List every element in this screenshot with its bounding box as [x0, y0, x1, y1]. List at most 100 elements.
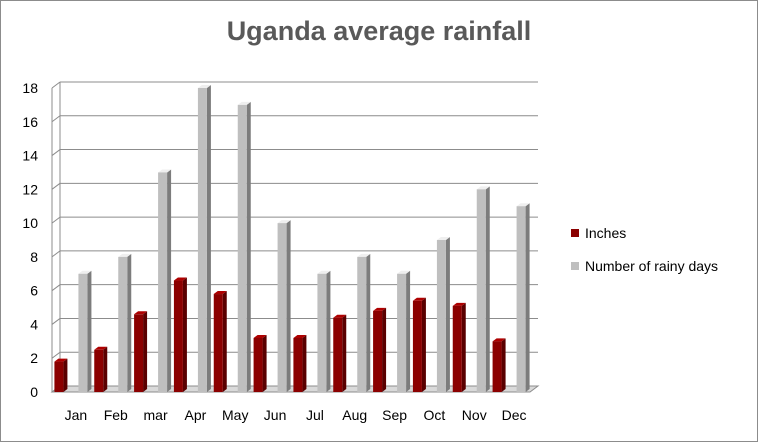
side-wall-line-3 — [51, 284, 61, 292]
bar-0-9 — [412, 300, 422, 392]
bar-top-0-6 — [293, 334, 307, 338]
legend-label-inches: Inches — [585, 225, 627, 241]
bar-side-0-8 — [382, 307, 387, 392]
bar-side-0-6 — [302, 334, 307, 392]
bar-side-0-4 — [222, 291, 227, 392]
bar-top-1-1 — [118, 253, 132, 257]
bar-side-0-2 — [143, 311, 148, 392]
bar-0-6 — [293, 337, 303, 392]
bar-side-0-10 — [461, 302, 466, 392]
bar-top-0-3 — [173, 277, 187, 281]
bar-top-1-7 — [357, 253, 371, 257]
bar-top-0-0 — [54, 358, 68, 362]
y-tick-label: 10 — [22, 215, 38, 231]
bar-top-0-7 — [333, 314, 347, 318]
bar-side-0-3 — [182, 277, 187, 392]
bar-top-1-11 — [516, 203, 530, 207]
chart-legend: Inches Number of rainy days — [571, 222, 718, 288]
x-tick-label: Jul — [306, 407, 324, 423]
bar-0-4 — [213, 294, 223, 392]
bar-top-1-2 — [158, 169, 172, 173]
bar-side-0-1 — [103, 346, 108, 392]
legend-label-rainy-days: Number of rainy days — [585, 258, 719, 274]
legend-swatch-rainy-days — [571, 262, 579, 270]
bar-1-9 — [436, 240, 446, 392]
side-wall-line-4 — [51, 250, 61, 258]
bar-side-1-3 — [206, 85, 211, 392]
bar-0-3 — [173, 280, 183, 392]
y-tick-label: 2 — [30, 350, 38, 366]
bar-side-1-7 — [366, 253, 371, 392]
bar-side-0-5 — [262, 334, 267, 392]
bar-0-0 — [54, 361, 64, 392]
bar-1-7 — [357, 256, 367, 392]
side-wall-line-7 — [51, 149, 61, 156]
side-wall-line-5 — [51, 216, 61, 224]
bar-side-1-6 — [326, 270, 331, 392]
bar-side-1-9 — [445, 237, 450, 392]
y-tick-label: 4 — [30, 316, 38, 332]
bar-0-11 — [492, 341, 502, 392]
x-tick-label: Nov — [462, 407, 487, 423]
chart-title: Uganda average rainfall — [0, 16, 758, 47]
x-tick-label: mar — [144, 407, 168, 423]
bar-side-1-8 — [406, 270, 411, 392]
legend-item-inches: Inches — [571, 222, 718, 244]
bar-side-1-2 — [167, 169, 172, 392]
bar-1-11 — [516, 206, 526, 392]
bar-top-1-3 — [197, 85, 211, 88]
chart-title-text: Uganda average rainfall — [226, 16, 532, 46]
bar-side-0-11 — [501, 338, 506, 392]
bar-side-1-5 — [286, 220, 291, 392]
bar-side-0-7 — [342, 314, 347, 392]
bar-0-7 — [333, 317, 343, 392]
bar-top-1-4 — [237, 101, 251, 105]
bar-side-1-10 — [485, 186, 490, 392]
y-tick-label: 16 — [22, 114, 38, 130]
bar-top-0-8 — [373, 307, 387, 311]
bar-side-0-9 — [421, 297, 426, 392]
bar-top-1-10 — [476, 186, 490, 190]
bar-1-4 — [237, 104, 247, 392]
bar-top-0-10 — [452, 302, 466, 306]
bar-top-0-9 — [412, 297, 426, 301]
bar-1-6 — [317, 273, 327, 392]
bar-0-2 — [134, 314, 144, 392]
y-tick-label: 14 — [22, 148, 38, 164]
legend-swatch-inches — [571, 229, 579, 237]
bar-0-10 — [452, 305, 462, 392]
x-tick-label: Apr — [185, 407, 207, 423]
bar-top-1-9 — [436, 237, 450, 240]
bar-top-1-8 — [397, 270, 411, 274]
bar-side-1-0 — [87, 270, 92, 392]
bar-top-0-2 — [134, 311, 148, 315]
x-tick-label: Dec — [502, 407, 527, 423]
side-wall-line-8 — [51, 115, 61, 123]
x-tick-label: Oct — [424, 407, 446, 423]
bar-top-1-0 — [78, 270, 92, 274]
bar-1-8 — [397, 273, 407, 392]
bar-1-10 — [476, 189, 486, 392]
bar-0-5 — [253, 337, 263, 392]
bar-1-1 — [118, 256, 128, 392]
x-tick-label: May — [222, 407, 248, 423]
x-tick-label: Aug — [342, 407, 367, 423]
bar-side-0-0 — [63, 358, 68, 392]
bar-side-1-1 — [127, 253, 132, 392]
y-tick-label: 8 — [30, 249, 38, 265]
bar-top-1-5 — [277, 220, 291, 224]
bar-side-1-11 — [525, 203, 530, 392]
side-wall-line-1 — [51, 351, 61, 359]
bar-0-8 — [373, 310, 383, 392]
y-tick-label: 6 — [30, 283, 38, 299]
legend-item-rainy-days: Number of rainy days — [571, 255, 718, 277]
bar-side-1-4 — [246, 101, 251, 392]
bar-top-0-1 — [94, 346, 108, 350]
y-tick-label: 12 — [22, 181, 38, 197]
x-tick-label: Sep — [382, 407, 407, 423]
side-wall-line-6 — [51, 182, 61, 190]
bar-top-0-5 — [253, 334, 267, 338]
bar-top-0-11 — [492, 338, 506, 342]
y-tick-label: 18 — [22, 80, 38, 96]
